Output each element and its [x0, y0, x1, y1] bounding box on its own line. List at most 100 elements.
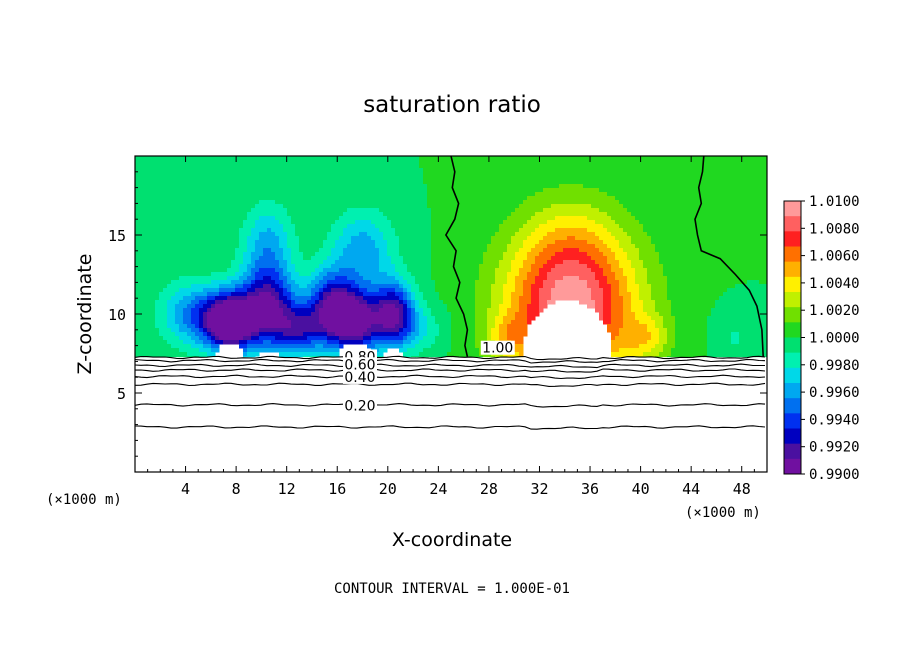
field-cell: [343, 188, 348, 193]
field-cell: [471, 200, 476, 205]
field-cell: [203, 248, 208, 253]
field-cell: [419, 204, 424, 209]
field-cell: [399, 192, 404, 197]
field-cell: [695, 172, 700, 177]
field-cell: [287, 164, 292, 169]
field-cell: [627, 236, 632, 241]
field-cell: [507, 244, 512, 249]
field-cell: [463, 224, 468, 229]
field-cell: [619, 264, 624, 269]
field-cell: [639, 164, 644, 169]
field-cell: [387, 160, 392, 165]
field-cell: [187, 280, 192, 285]
field-cell: [427, 264, 432, 269]
field-cell: [307, 212, 312, 217]
field-cell: [595, 224, 600, 229]
field-cell: [683, 236, 688, 241]
field-cell: [223, 220, 228, 225]
field-cell: [171, 172, 176, 177]
field-cell: [251, 164, 256, 169]
field-cell: [591, 252, 596, 257]
field-cell: [363, 192, 368, 197]
field-cell: [419, 236, 424, 241]
field-cell: [175, 168, 180, 173]
field-cell: [479, 200, 484, 205]
field-cell: [379, 276, 384, 281]
field-cell: [419, 228, 424, 233]
field-cell: [587, 264, 592, 269]
field-cell: [279, 164, 284, 169]
field-cell: [179, 196, 184, 201]
field-cell: [587, 272, 592, 277]
field-cell: [175, 252, 180, 257]
field-cell: [427, 164, 432, 169]
field-cell: [663, 156, 668, 161]
field-cell: [147, 168, 152, 173]
field-cell: [315, 280, 320, 285]
field-cell: [435, 256, 440, 261]
field-cell: [715, 216, 720, 221]
field-cell: [503, 224, 508, 229]
field-cell: [507, 260, 512, 265]
field-cell: [423, 264, 428, 269]
field-cell: [391, 216, 396, 221]
field-cell: [751, 244, 756, 249]
field-cell: [615, 164, 620, 169]
field-cell: [763, 188, 767, 193]
field-cell: [567, 192, 572, 197]
field-cell: [735, 212, 740, 217]
field-cell: [395, 276, 400, 281]
field-cell: [619, 260, 624, 265]
field-cell: [419, 232, 424, 237]
field-cell: [411, 268, 416, 273]
field-cell: [723, 216, 728, 221]
field-cell: [643, 180, 648, 185]
field-cell: [151, 252, 156, 257]
field-cell: [707, 228, 712, 233]
field-cell: [479, 236, 484, 241]
field-cell: [635, 212, 640, 217]
field-cell: [191, 164, 196, 169]
field-cell: [443, 240, 448, 245]
field-cell: [531, 260, 536, 265]
field-cell: [207, 172, 212, 177]
field-cell: [211, 172, 216, 177]
field-cell: [311, 204, 316, 209]
field-cell: [663, 208, 668, 213]
field-cell: [419, 212, 424, 217]
field-cell: [547, 160, 552, 165]
field-cell: [239, 192, 244, 197]
field-cell: [347, 176, 352, 181]
field-cell: [715, 156, 720, 161]
field-cell: [491, 180, 496, 185]
field-cell: [687, 192, 692, 197]
field-cell: [259, 244, 264, 249]
field-cell: [499, 164, 504, 169]
field-cell: [435, 228, 440, 233]
field-cell: [271, 264, 276, 269]
field-cell: [431, 212, 436, 217]
field-cell: [615, 228, 620, 233]
field-cell: [215, 236, 220, 241]
field-cell: [311, 248, 316, 253]
field-cell: [535, 216, 540, 221]
field-cell: [483, 172, 488, 177]
field-cell: [475, 208, 480, 213]
field-cell: [503, 256, 508, 261]
field-cell: [371, 196, 376, 201]
field-cell: [323, 188, 328, 193]
field-cell: [431, 168, 436, 173]
field-cell: [759, 244, 764, 249]
field-cell: [391, 232, 396, 237]
field-cell: [343, 244, 348, 249]
field-cell: [731, 180, 736, 185]
field-cell: [543, 236, 548, 241]
field-cell: [735, 228, 740, 233]
field-cell: [667, 196, 672, 201]
field-cell: [607, 272, 612, 277]
field-cell: [283, 212, 288, 217]
field-cell: [527, 184, 532, 189]
field-cell: [175, 236, 180, 241]
field-cell: [543, 184, 548, 189]
field-cell: [359, 256, 364, 261]
